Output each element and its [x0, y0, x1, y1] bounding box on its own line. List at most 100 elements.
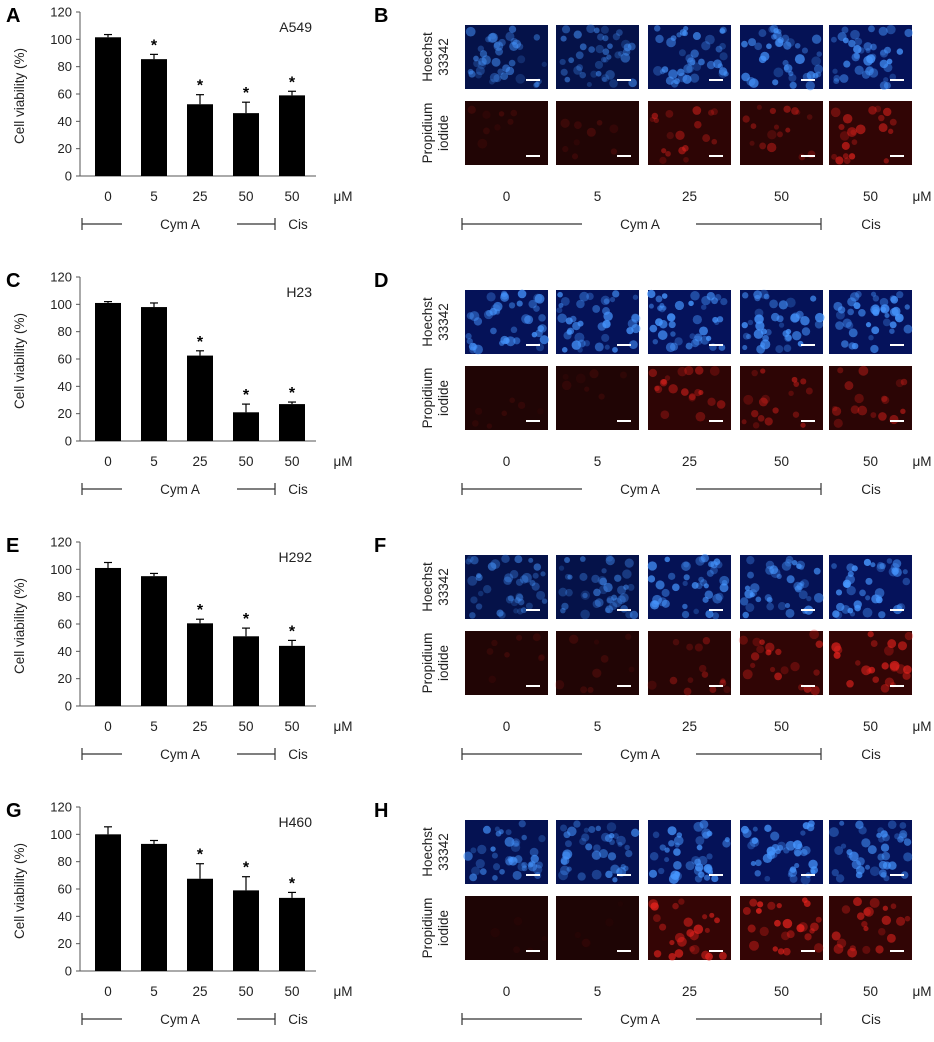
- nucleus: [835, 310, 845, 320]
- group-label-cis: Cis: [861, 747, 881, 762]
- nucleus: [664, 847, 670, 853]
- nucleus: [562, 851, 571, 860]
- nucleus: [849, 851, 859, 862]
- stained-cell: [562, 373, 569, 380]
- stained-cell: [833, 645, 843, 655]
- stained-cell: [562, 145, 569, 153]
- row-label-line: iodide: [436, 910, 451, 946]
- nucleus: [601, 56, 607, 63]
- bar: [233, 636, 259, 706]
- nucleus: [529, 580, 536, 587]
- nucleus: [766, 43, 772, 50]
- row-label-line: 33342: [436, 38, 451, 76]
- nucleus: [504, 855, 514, 866]
- stained-cell: [903, 665, 912, 674]
- nucleus: [764, 875, 771, 882]
- unit-label: μM: [333, 454, 352, 469]
- nucleus: [496, 609, 504, 617]
- group-label-cym-a: Cym A: [620, 482, 660, 497]
- micrograph-panel-b: B Hoechst 33342 Propidium iodide 0 5 25 50 50 μM Cy…: [374, 5, 932, 232]
- propidium-tile: [556, 896, 639, 960]
- nucleus: [800, 579, 809, 588]
- nucleus: [629, 610, 639, 620]
- stained-cell: [686, 643, 694, 651]
- chart-panel-e: E 0 20 40 60 80 100 120 Cell viability (%) H292 0 5…: [6, 535, 353, 763]
- nucleus: [847, 297, 857, 307]
- nucleus: [516, 300, 523, 307]
- nucleus: [513, 608, 519, 614]
- stained-cell: [867, 631, 874, 638]
- propidium-tile: [740, 101, 823, 165]
- stained-cell: [848, 153, 856, 160]
- stained-cell: [668, 952, 676, 961]
- stained-cell: [806, 114, 813, 120]
- nucleus: [703, 874, 711, 881]
- stained-cell: [488, 675, 497, 684]
- stained-cell: [598, 393, 605, 400]
- nucleus: [676, 32, 682, 38]
- nucleus: [531, 582, 540, 591]
- stained-cell: [694, 120, 702, 129]
- nucleus: [840, 843, 847, 849]
- stained-cell: [749, 898, 758, 907]
- stained-cell: [875, 945, 884, 954]
- stained-cell: [830, 107, 841, 118]
- nucleus: [612, 877, 618, 883]
- stained-cell: [897, 641, 908, 651]
- stained-cell: [586, 127, 596, 137]
- stained-cell: [618, 901, 624, 907]
- column-label: 0: [503, 984, 511, 999]
- stained-cell: [467, 105, 476, 114]
- tile-background: [648, 896, 731, 960]
- nucleus: [492, 875, 498, 881]
- stained-cell: [619, 371, 627, 379]
- stained-cell: [689, 946, 695, 952]
- y-tick-label: 100: [50, 32, 72, 47]
- nucleus: [485, 36, 492, 43]
- nucleus: [467, 575, 478, 586]
- nucleus: [624, 558, 634, 568]
- significance-asterisk: *: [197, 602, 204, 619]
- nucleus: [854, 37, 863, 46]
- nucleus: [607, 43, 613, 50]
- nucleus: [473, 59, 481, 68]
- propidium-tile: [829, 101, 912, 165]
- nucleus: [673, 848, 681, 856]
- nucleus: [776, 573, 782, 579]
- nucleus: [714, 294, 722, 301]
- nucleus: [880, 306, 887, 313]
- x-tick-label: 0: [104, 984, 112, 999]
- nucleus: [466, 338, 473, 345]
- row-label-propidium: Propidium iodide: [420, 103, 451, 164]
- nucleus: [903, 852, 913, 862]
- stained-cell: [750, 123, 757, 129]
- nucleus: [794, 54, 805, 65]
- nucleus: [870, 291, 877, 297]
- panel-label: E: [6, 535, 19, 557]
- nucleus: [609, 601, 618, 611]
- column-label: 50: [863, 984, 878, 999]
- stained-cell: [749, 940, 760, 951]
- stained-cell: [486, 423, 493, 429]
- nucleus: [782, 59, 789, 67]
- nucleus: [805, 81, 815, 91]
- nucleus: [602, 48, 610, 56]
- nucleus: [493, 42, 501, 49]
- nucleus: [799, 581, 805, 587]
- row-label-line: 33342: [436, 833, 451, 871]
- group-label-cis: Cis: [861, 217, 881, 232]
- nucleus: [498, 611, 506, 619]
- stained-cell: [832, 405, 838, 412]
- nucleus: [540, 571, 546, 577]
- stained-cell: [498, 111, 505, 117]
- group-label-cym-a: Cym A: [620, 747, 660, 762]
- nucleus: [784, 558, 793, 567]
- stained-cell: [902, 671, 911, 680]
- nucleus: [886, 558, 893, 564]
- stained-cell: [749, 140, 755, 146]
- nucleus: [632, 294, 639, 300]
- nucleus: [617, 841, 623, 847]
- stained-cell: [653, 117, 660, 124]
- nucleus: [612, 33, 620, 41]
- nucleus: [564, 840, 572, 848]
